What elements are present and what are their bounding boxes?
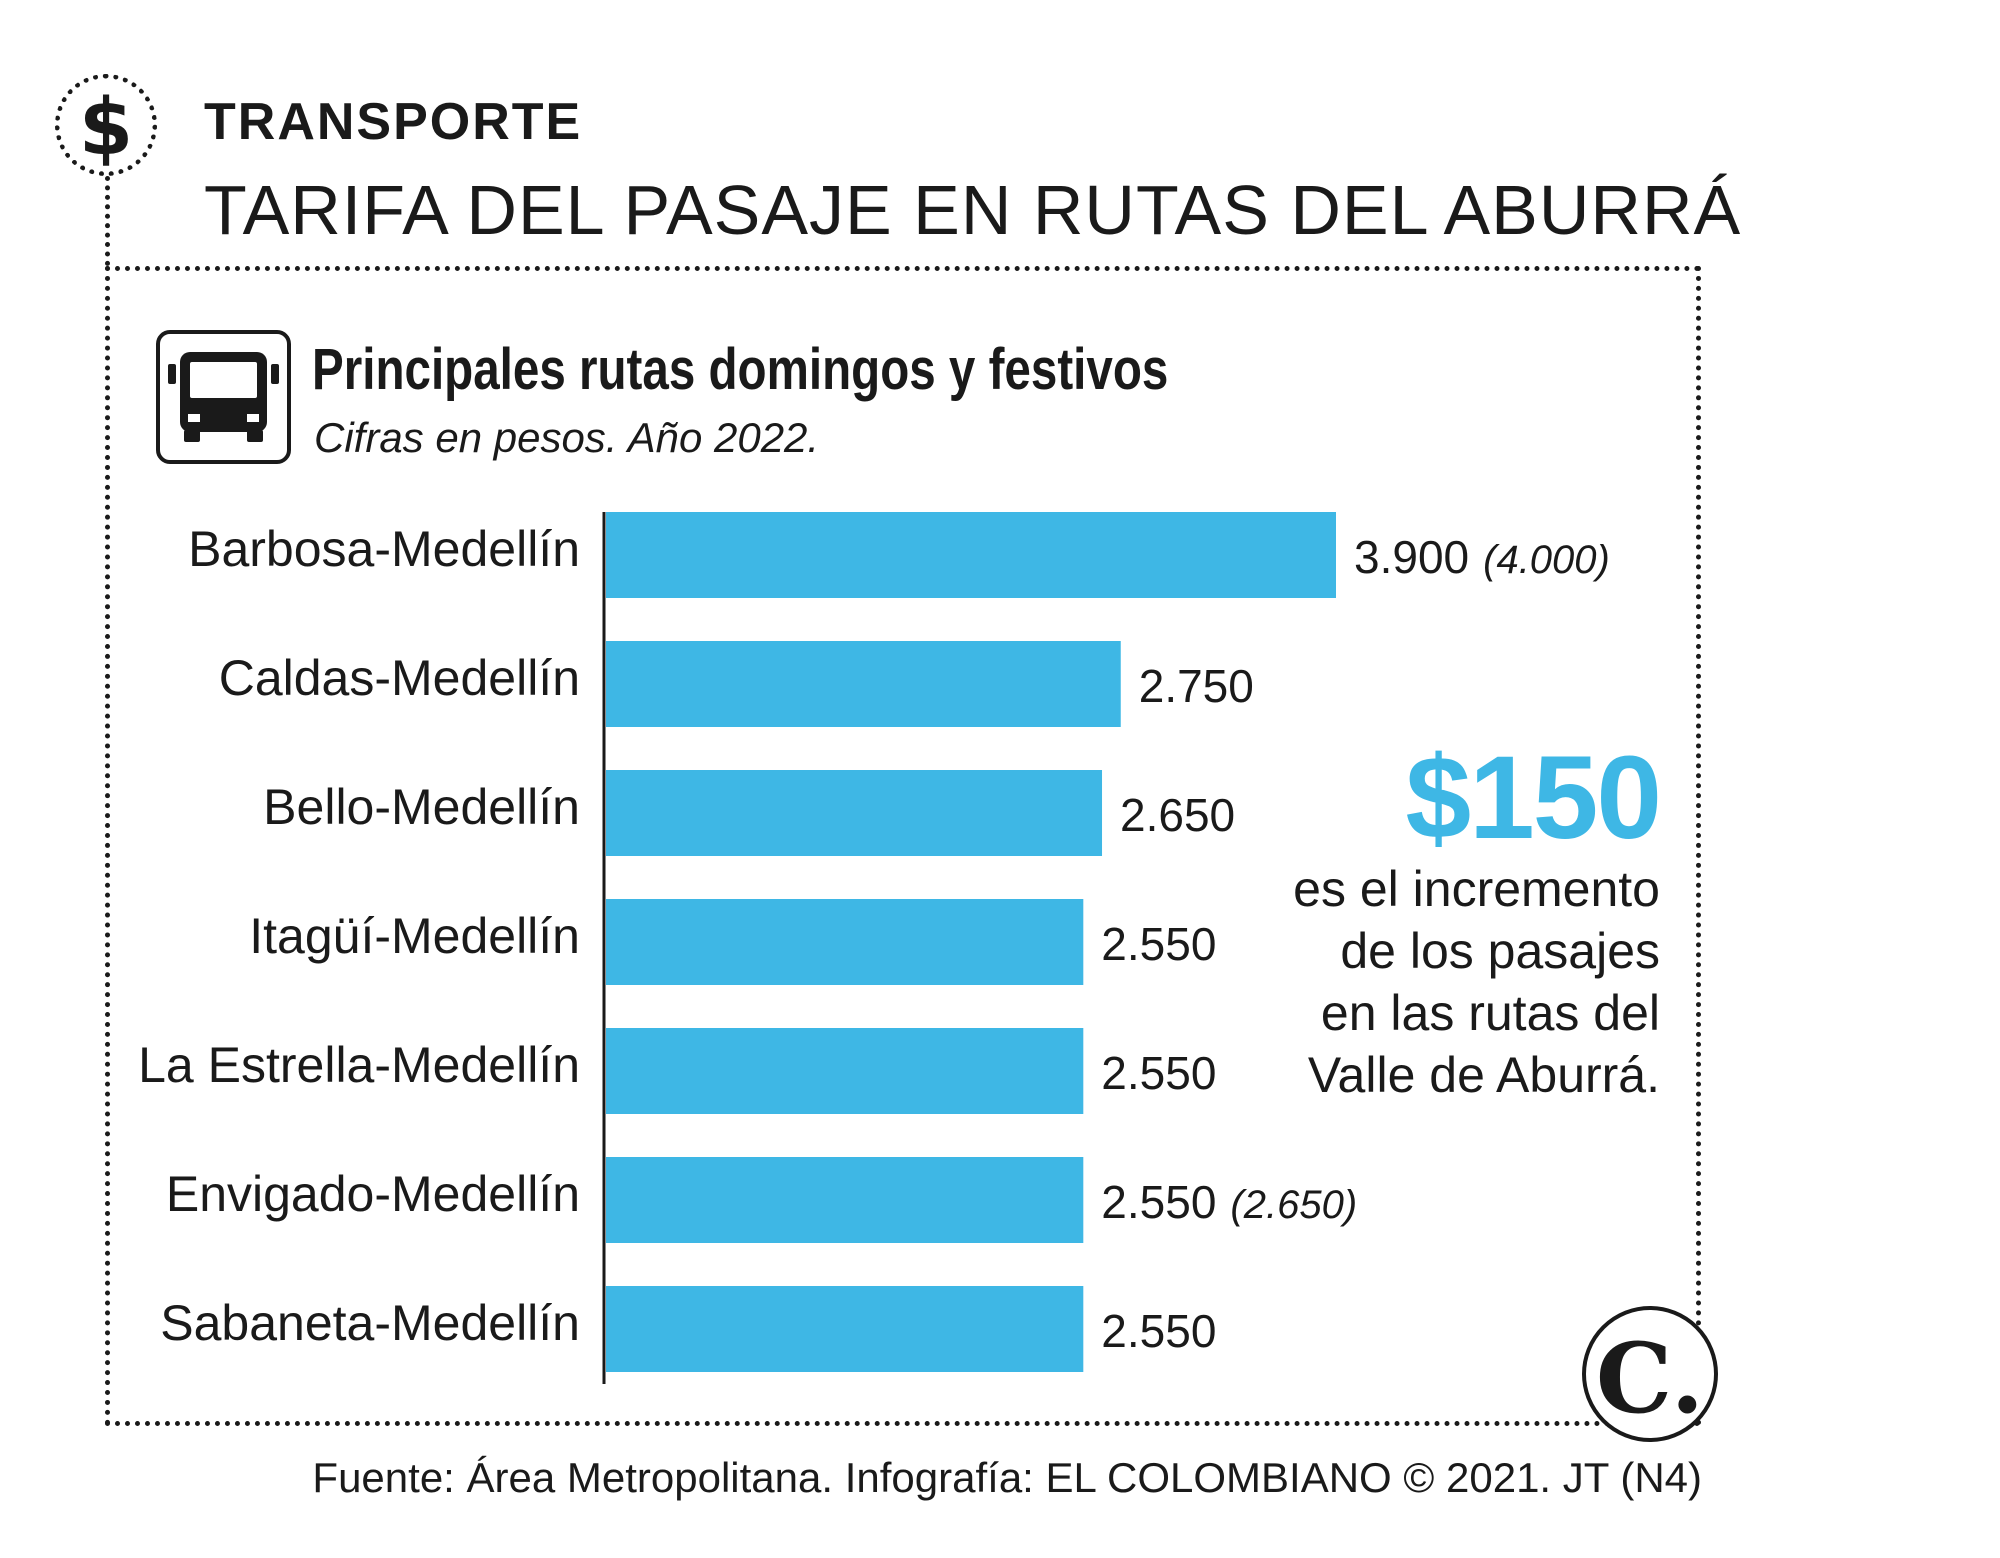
bus-icon: [156, 330, 291, 464]
value-label: 2.550: [1101, 1176, 1216, 1228]
connector-line: [105, 176, 110, 266]
value-label: 2.550: [1101, 918, 1216, 970]
previous-value-label: (4.000): [1483, 538, 1610, 582]
bar: [606, 1286, 1084, 1372]
value-label: 2.550: [1101, 1305, 1216, 1357]
category-label: Caldas-Medellín: [219, 650, 580, 706]
value-label: 2.750: [1139, 660, 1254, 712]
bar: [606, 1028, 1084, 1114]
bar: [606, 770, 1103, 856]
bar: [606, 512, 1336, 598]
value-label: 2.550: [1101, 1047, 1216, 1099]
chart-title: Principales rutas domingos y festivos: [312, 337, 1169, 402]
value-label: 3.900: [1354, 531, 1469, 583]
category-label: Sabaneta-Medellín: [160, 1295, 580, 1351]
category-label: Bello-Medellín: [263, 779, 580, 835]
category-label: La Estrella-Medellín: [138, 1037, 580, 1093]
category-label: Barbosa-Medellín: [188, 521, 580, 577]
bar: [606, 899, 1084, 985]
chart-frame: [105, 266, 1701, 1426]
dollar-icon: $: [55, 74, 157, 176]
value-label: 2.650: [1120, 789, 1235, 841]
callout-value: $150: [1405, 732, 1662, 864]
bar: [606, 1157, 1084, 1243]
section-label: TRANSPORTE: [204, 93, 583, 151]
chart-subtitle: Cifras en pesos. Año 2022.: [314, 414, 820, 461]
previous-value-label: (2.650): [1230, 1183, 1357, 1227]
category-label: Envigado-Medellín: [166, 1166, 580, 1222]
el-colombiano-logo: C.: [1582, 1306, 1718, 1442]
source-note: Fuente: Área Metropolitana. Infografía: …: [312, 1454, 1702, 1501]
bar: [606, 641, 1121, 727]
callout-text: es el incremento de los pasajes en las r…: [1293, 861, 1660, 1103]
category-label: Itagüí-Medellín: [249, 908, 580, 964]
page-title: TARIFA DEL PASAJE EN RUTAS DEL ABURRÁ: [204, 171, 1742, 249]
